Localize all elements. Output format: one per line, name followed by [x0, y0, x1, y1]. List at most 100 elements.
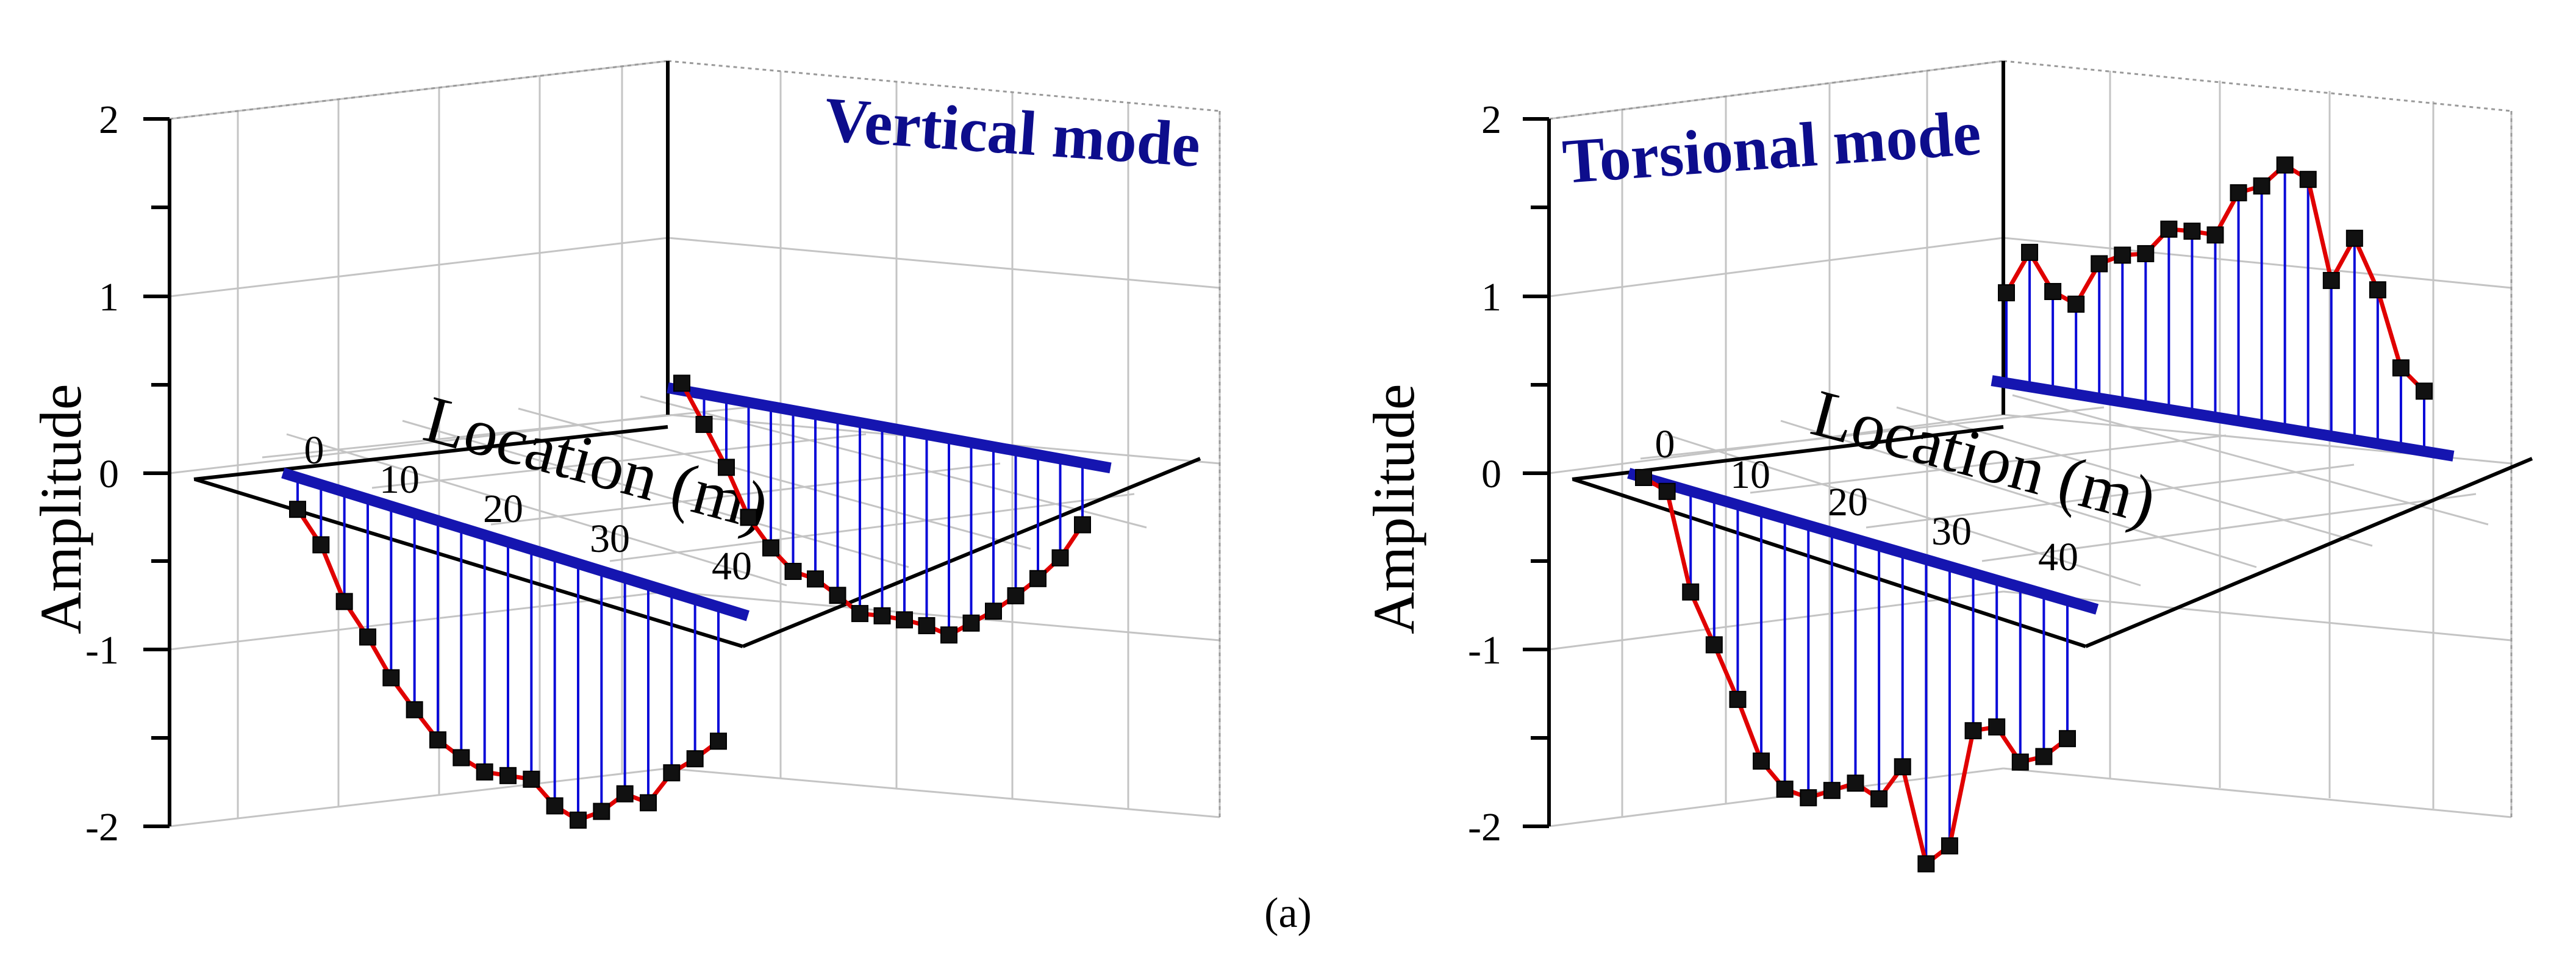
torsional-mode-panel: 2 1 0 -1 -2 Amplitude 0 10 20 30 40 Loca…: [1361, 60, 2533, 873]
x-tick-label: 0: [1655, 422, 1675, 467]
girder-beam: [667, 382, 1112, 474]
y-tick-label: 1: [1481, 275, 1501, 320]
axes: [143, 61, 1201, 828]
y-tick-label: 0: [99, 452, 119, 496]
x-tick-labels: 0 10 20 30 40: [1655, 422, 2079, 579]
data-point-marker: [406, 701, 423, 718]
data-point-marker: [2276, 156, 2294, 174]
data-point-marker: [2183, 223, 2201, 240]
data-point-marker: [2011, 753, 2029, 771]
girder-beam: [1991, 375, 2455, 462]
data-point-marker: [784, 562, 802, 580]
x-tick-label: 10: [1730, 452, 1770, 497]
data-point-marker: [1635, 469, 1652, 486]
data-point-marker: [2322, 271, 2340, 289]
data-point-marker: [918, 617, 936, 634]
chart-title: Vertical mode: [822, 84, 1203, 181]
data-point-marker: [940, 626, 957, 644]
data-point-marker: [1753, 753, 1770, 770]
data-point-marker: [2044, 283, 2062, 301]
y-tick-labels: 2 1 0 -1 -2: [1468, 98, 1501, 849]
data-point-marker: [616, 785, 634, 803]
data-point-marker: [718, 459, 735, 476]
data-point-marker: [2091, 255, 2108, 273]
data-point-marker: [335, 593, 353, 610]
data-point-marker: [1847, 774, 1864, 792]
y-axis-label: Amplitude: [28, 384, 93, 634]
data-point-marker: [1964, 722, 1982, 740]
x-tick-label: 20: [483, 487, 523, 531]
x-tick-label: 30: [1931, 509, 1972, 554]
data-point-marker: [1658, 482, 1676, 500]
rear-girder-series: [1991, 156, 2455, 462]
data-point-marker: [1682, 583, 1700, 601]
x-tick-label: 40: [2038, 535, 2078, 579]
data-point-marker: [1894, 758, 1911, 776]
data-point-marker: [710, 732, 727, 750]
girder-beam: [281, 467, 750, 621]
data-point-marker: [962, 614, 980, 632]
data-point-marker: [1823, 782, 1841, 799]
data-point-marker: [1776, 781, 1794, 798]
data-point-marker: [1074, 516, 1091, 534]
data-point-marker: [829, 587, 846, 604]
data-point-marker: [429, 731, 446, 749]
x-tick-label: 20: [1828, 480, 1868, 524]
y-tick-label: 2: [1481, 98, 1501, 142]
data-point-marker: [2416, 382, 2433, 400]
data-point-marker: [1998, 284, 2015, 302]
x-tick-label: 10: [379, 457, 420, 502]
grid-box: [169, 60, 1221, 828]
data-point-marker: [2392, 359, 2410, 377]
data-point-marker: [873, 607, 891, 624]
data-point-marker: [2345, 229, 2363, 247]
vertical-mode-panel: 2 1 0 -1 -2 Amplitude 0 10 20 30 40 Loca…: [28, 60, 1221, 849]
data-point-marker: [453, 749, 470, 767]
front-girder-series: [281, 467, 750, 829]
data-point-marker: [1941, 837, 1958, 855]
front-girder-series: [1627, 468, 2099, 873]
data-point-marker: [2253, 177, 2270, 195]
data-point-marker: [663, 764, 681, 782]
data-point-marker: [523, 770, 540, 788]
x-tick-label: 0: [304, 428, 324, 473]
data-point-marker: [2206, 226, 2224, 244]
chart-title: Torsional mode: [1561, 98, 1983, 197]
data-point-marker: [289, 501, 306, 518]
y-tick-label: 1: [99, 275, 119, 320]
data-point-marker: [359, 628, 376, 646]
y-tick-label: 0: [1481, 452, 1501, 496]
data-point-marker: [570, 811, 587, 829]
data-point-marker: [2160, 220, 2178, 238]
data-point-marker: [695, 415, 713, 433]
data-point-marker: [686, 750, 704, 768]
data-point-marker: [1988, 718, 2006, 736]
rear-girder-series: [667, 374, 1112, 644]
data-point-marker: [1007, 587, 1025, 604]
data-point-marker: [1729, 690, 1747, 708]
data-point-marker: [2059, 730, 2076, 748]
data-point-marker: [640, 794, 657, 812]
data-point-marker: [673, 374, 690, 392]
data-point-marker: [2035, 748, 2053, 765]
y-tick-label: -1: [85, 628, 119, 673]
data-point-marker: [382, 669, 400, 687]
data-point-marker: [499, 767, 517, 784]
data-point-marker: [593, 803, 610, 820]
data-point-marker: [1705, 636, 1723, 654]
data-point-marker: [2299, 171, 2317, 188]
x-tick-label: 40: [712, 544, 752, 588]
data-point-marker: [1029, 570, 1046, 587]
girder-beam: [1627, 468, 2099, 615]
data-point-marker: [2137, 245, 2155, 262]
y-tick-label: -2: [85, 805, 119, 849]
data-point-marker: [762, 539, 779, 557]
data-point-marker: [546, 797, 564, 815]
data-point-marker: [896, 611, 913, 629]
y-axis-label: Amplitude: [1361, 384, 1426, 634]
x-tick-label: 30: [590, 517, 630, 561]
data-point-marker: [2021, 243, 2039, 261]
data-point-marker: [2230, 184, 2247, 202]
data-point-marker: [312, 536, 330, 554]
